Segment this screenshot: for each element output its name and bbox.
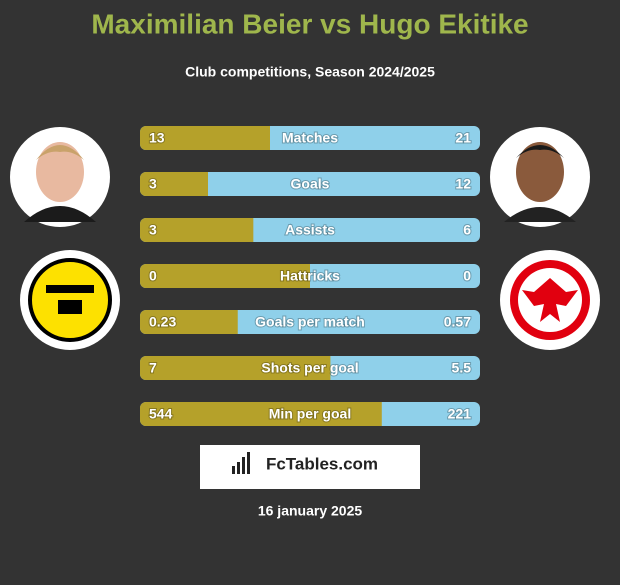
left-value: 3 (149, 222, 157, 238)
stat-label: Min per goal (269, 406, 351, 422)
stat-label: Shots per goal (261, 360, 358, 376)
right-value: 6 (463, 222, 471, 238)
stat-label: Hattricks (280, 268, 340, 284)
stat-label: Goals (291, 176, 330, 192)
left-value: 13 (149, 130, 165, 146)
bar-left (140, 310, 238, 334)
brand: FcTables.com (266, 454, 378, 473)
player-photo-right (490, 127, 590, 227)
right-value: 5.5 (452, 360, 472, 376)
left-value: 0.23 (149, 314, 176, 330)
title: Maximilian Beier vs Hugo Ekitike (91, 8, 528, 39)
left-value: 3 (149, 176, 157, 192)
bar-left (140, 126, 270, 150)
stat-label: Goals per match (255, 314, 365, 330)
club-logo-right (500, 250, 600, 350)
right-value: 221 (448, 406, 472, 422)
left-value: 0 (149, 268, 157, 284)
right-value: 0.57 (444, 314, 471, 330)
subtitle: Club competitions, Season 2024/2025 (185, 64, 435, 80)
club-logo-left (20, 250, 120, 350)
bar-left (140, 172, 208, 196)
right-value: 21 (455, 130, 471, 146)
bar-left (140, 402, 382, 426)
right-value: 12 (455, 176, 471, 192)
player-photo-left (10, 127, 110, 227)
brand-icon (232, 452, 250, 474)
bar-left (140, 356, 331, 380)
brand-box (200, 445, 420, 489)
date: 16 january 2025 (258, 503, 363, 519)
stat-label: Assists (285, 222, 335, 238)
bar-left (140, 264, 310, 288)
bar-left (140, 218, 254, 242)
comparison-rows: 13 Matches 21 3 Goals 12 3 Assists 6 0 Hattricks 0 0… (140, 126, 480, 426)
bar-right (140, 172, 480, 196)
left-value: 544 (149, 406, 173, 422)
left-value: 7 (149, 360, 157, 376)
right-value: 0 (463, 268, 471, 284)
stat-label: Matches (282, 130, 338, 146)
